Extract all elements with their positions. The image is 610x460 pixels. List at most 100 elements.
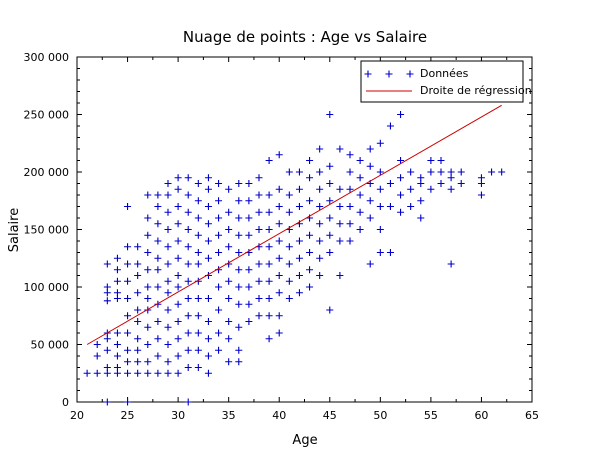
data-point [174, 272, 182, 279]
data-point [306, 197, 314, 205]
data-point [386, 122, 394, 130]
data-point [235, 214, 243, 222]
y-tick-label: 200 000 [24, 166, 70, 179]
data-point [184, 277, 192, 285]
data-point [184, 364, 192, 371]
data-point [174, 300, 182, 308]
data-point [204, 185, 212, 193]
chart-title: Nuage de points : Age vs Salaire [183, 28, 427, 46]
data-point [285, 260, 293, 268]
data-point [184, 174, 192, 182]
data-point [427, 185, 435, 193]
data-point [235, 323, 243, 331]
data-point [346, 203, 354, 210]
data-point [336, 272, 344, 279]
data-point [265, 208, 273, 216]
data-point [447, 260, 455, 268]
data-point [346, 220, 354, 228]
data-point [204, 203, 212, 210]
data-point [336, 203, 344, 210]
data-point [154, 191, 162, 199]
y-tick-label: 250 000 [24, 109, 70, 122]
data-point [215, 214, 223, 222]
x-tick-label: 30 [171, 409, 185, 422]
data-point [285, 208, 293, 216]
data-point [255, 191, 263, 199]
data-point [407, 168, 415, 176]
data-point [346, 168, 354, 176]
data-point [134, 369, 142, 377]
data-point [376, 185, 384, 193]
data-point [437, 157, 445, 164]
data-point [134, 358, 142, 366]
data-point [134, 306, 142, 314]
data-point [124, 243, 132, 251]
data-point [295, 203, 303, 210]
data-point [113, 341, 121, 348]
data-point [144, 231, 152, 239]
data-point [245, 266, 253, 274]
data-point [346, 151, 354, 159]
data-point [366, 260, 374, 268]
data-point [174, 185, 182, 193]
data-point [295, 272, 303, 279]
data-point [457, 168, 465, 176]
data-point [275, 329, 283, 337]
data-point [265, 226, 273, 233]
data-point [235, 249, 243, 256]
data-point [275, 203, 283, 210]
data-point [427, 157, 435, 164]
data-point [194, 260, 202, 268]
data-point [204, 318, 212, 325]
data-point [144, 191, 152, 199]
data-point [174, 335, 182, 343]
data-point [326, 111, 334, 118]
data-point [124, 398, 132, 406]
data-point [134, 346, 142, 354]
x-tick-label: 60 [474, 409, 488, 422]
data-point [376, 226, 384, 233]
data-point [194, 231, 202, 239]
data-point [113, 329, 121, 337]
data-point [225, 318, 233, 325]
data-point [174, 318, 182, 325]
data-point [255, 226, 263, 233]
data-point [326, 306, 334, 314]
data-point [285, 191, 293, 199]
data-point [316, 237, 324, 245]
data-point [154, 335, 162, 343]
data-point [184, 329, 192, 337]
data-point [235, 197, 243, 205]
data-point [144, 369, 152, 377]
data-point [316, 220, 324, 228]
data-point [265, 277, 273, 285]
data-point [366, 162, 374, 170]
data-point [134, 260, 142, 268]
data-point [255, 208, 263, 216]
data-point [488, 168, 496, 176]
data-point [386, 203, 394, 210]
data-point [144, 295, 152, 302]
data-point [194, 346, 202, 354]
y-tick-label: 0 [62, 396, 69, 409]
data-point [245, 231, 253, 239]
data-point [397, 157, 405, 164]
data-point [215, 180, 223, 187]
data-point [164, 306, 172, 314]
data-point [225, 243, 233, 251]
legend-marker [406, 70, 414, 78]
data-point [113, 364, 121, 371]
data-point [194, 329, 202, 337]
data-point [346, 185, 354, 193]
data-point [235, 283, 243, 291]
data-point [235, 346, 243, 354]
data-point [215, 283, 223, 291]
data-point [366, 214, 374, 222]
data-point [255, 260, 263, 268]
data-point [124, 346, 132, 354]
data-point [386, 249, 394, 256]
plot-area: 20 25 30 35 40 45 50 55 60 65 0 50 000 100 000 150 00… [24, 51, 540, 422]
data-point [225, 277, 233, 285]
legend-marker [364, 70, 372, 78]
